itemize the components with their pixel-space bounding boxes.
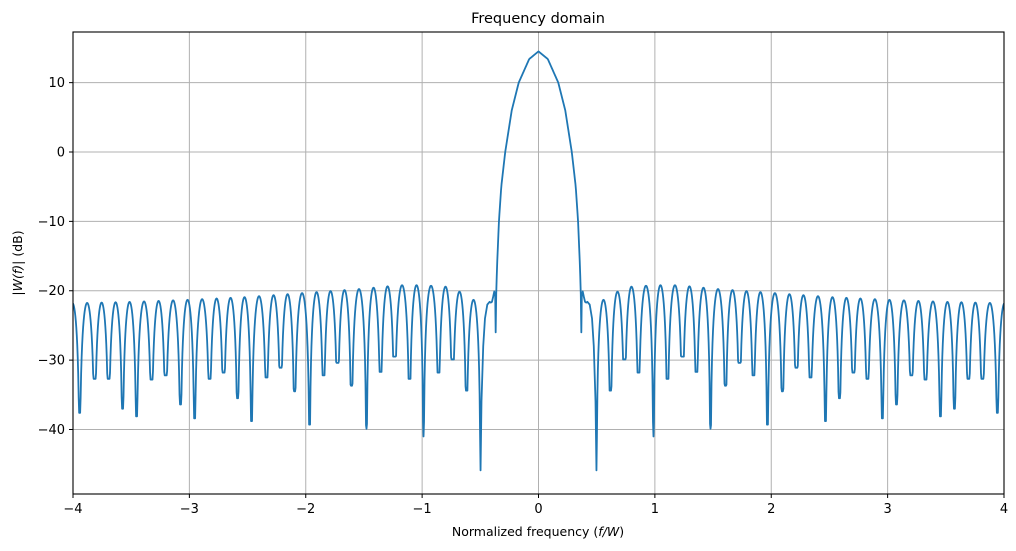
y-axis-label-suffix: | (dB) xyxy=(10,230,25,264)
x-axis-label-variable: f/W xyxy=(598,524,620,539)
x-tick-label: −4 xyxy=(63,502,82,517)
gridlines xyxy=(72,32,1005,494)
x-axis-label-prefix: Normalized frequency ( xyxy=(452,524,598,539)
x-tick-label: 3 xyxy=(883,502,891,517)
y-tick-label: 10 xyxy=(48,76,65,91)
chart-title: Frequency domain xyxy=(471,11,605,27)
y-tick-label: −40 xyxy=(38,423,65,438)
y-tick-label: −10 xyxy=(38,215,65,230)
y-tick-label: 0 xyxy=(57,146,65,161)
x-axis-label: Normalized frequency (f/W) xyxy=(452,524,624,539)
x-axis-label-suffix: ) xyxy=(619,524,624,539)
x-tick-label: −1 xyxy=(413,502,432,517)
x-tick-label: 2 xyxy=(767,502,775,517)
y-tick-label: −20 xyxy=(38,284,65,299)
x-axis-ticks: −4 −3 −2 −1 0 1 2 3 4 xyxy=(63,494,1008,517)
y-axis-label: |W(f)| (dB) xyxy=(10,230,25,295)
y-axis-label-variable: W(f) xyxy=(10,265,25,292)
x-tick-label: 1 xyxy=(651,502,659,517)
series-layer xyxy=(73,50,1004,472)
y-axis-label-prefix: | xyxy=(10,291,25,295)
y-tick-label: −30 xyxy=(38,354,65,369)
x-tick-label: −3 xyxy=(180,502,199,517)
y-axis-ticks: −40 −30 −20 −10 0 10 xyxy=(38,76,73,438)
x-tick-label: 4 xyxy=(1000,502,1008,517)
x-tick-label: 0 xyxy=(534,502,542,517)
x-tick-label: −2 xyxy=(296,502,315,517)
line-series-magnitude xyxy=(73,50,1004,472)
